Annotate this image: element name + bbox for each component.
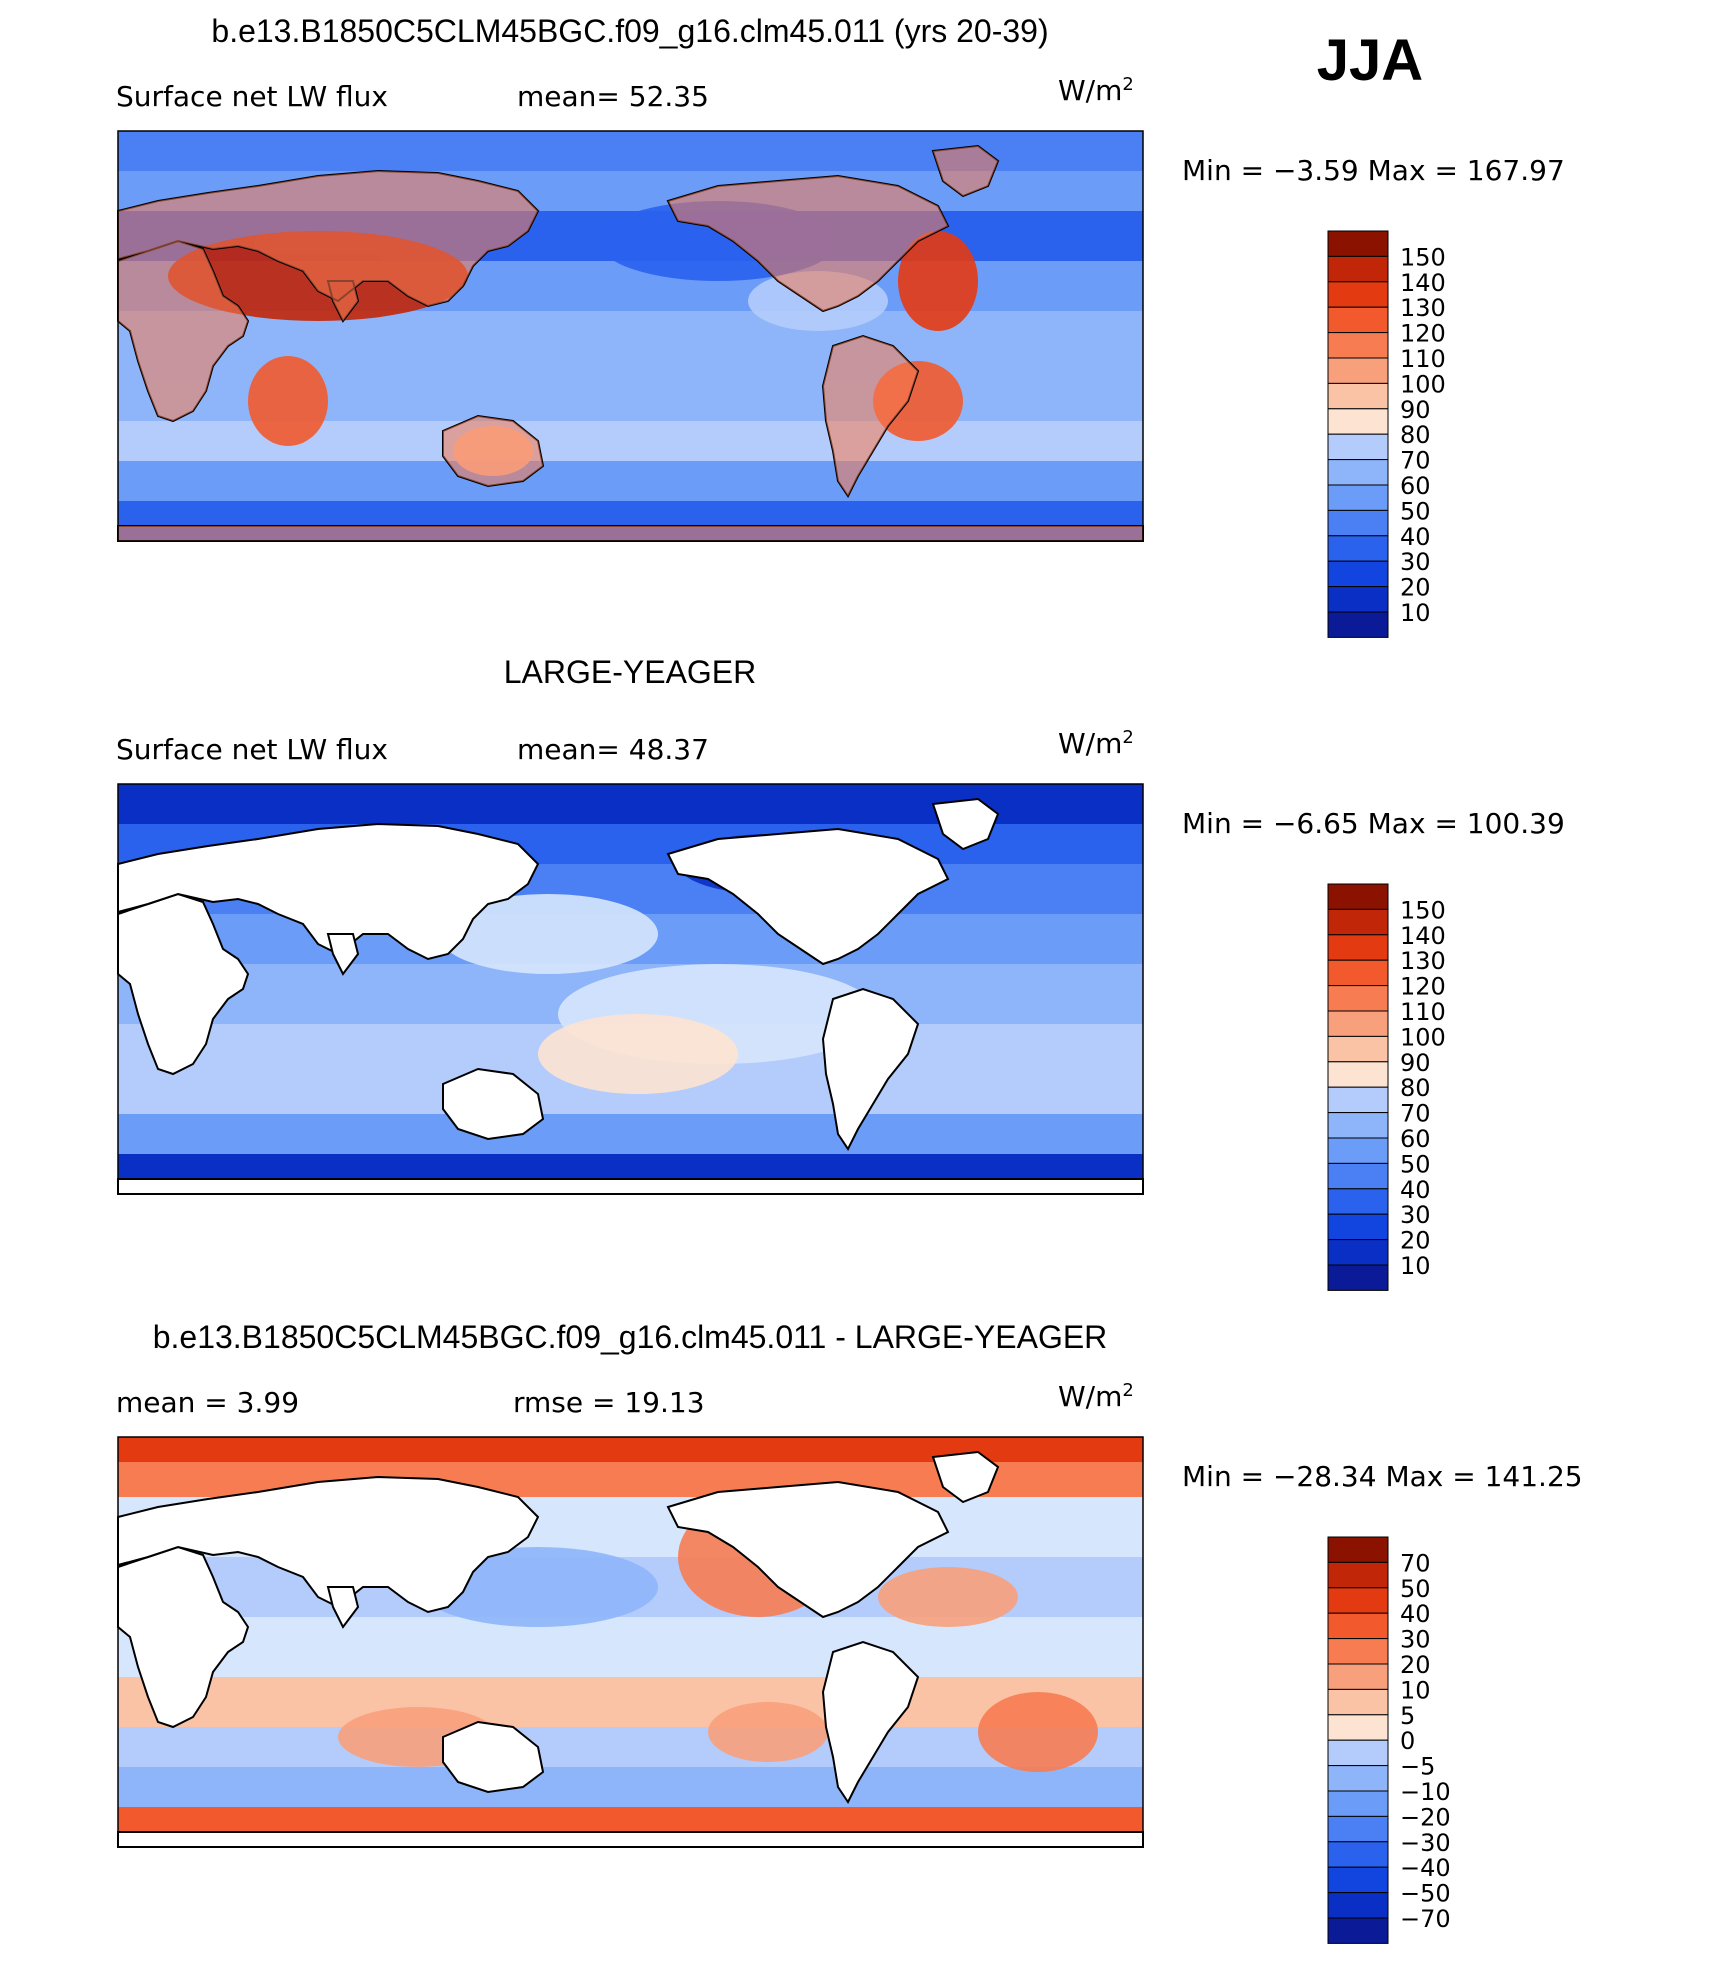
map-frame — [117, 130, 1144, 542]
min-max-label: Min = −6.65 Max = 100.39 — [1182, 807, 1565, 840]
colorbar-tick-label: 40 — [1400, 1600, 1431, 1628]
colorbar-tick-label: 20 — [1400, 1651, 1431, 1679]
colorbar-tick-label: 60 — [1400, 472, 1431, 500]
colorbar-tick-label: 90 — [1400, 396, 1431, 424]
map-frame — [117, 783, 1144, 1195]
world-map — [117, 783, 1144, 1195]
colorbar-tick-label: 30 — [1400, 1201, 1431, 1229]
colorbar-tick-label: 140 — [1400, 922, 1446, 950]
colorbar-tick-label: 40 — [1400, 1176, 1431, 1204]
colorbar-tick-label: −5 — [1400, 1753, 1435, 1781]
panel-mid-label: mean= 48.37 — [517, 733, 709, 766]
colorbar-tick-label: 120 — [1400, 973, 1446, 1001]
colorbar-tick-label: 130 — [1400, 294, 1446, 322]
colorbar-tick-label: 20 — [1400, 574, 1431, 602]
colorbar-tick-label: 40 — [1400, 523, 1431, 551]
colorbar-tick-label: 50 — [1400, 1575, 1431, 1603]
units-label: W/m2 — [1058, 74, 1134, 107]
colorbar-tick-label: 80 — [1400, 421, 1431, 449]
colorbar-tick-label: 140 — [1400, 269, 1446, 297]
colorbar-tick-label: 110 — [1400, 998, 1446, 1026]
colorbar-tick-label: −20 — [1400, 1803, 1451, 1831]
colorbar-tick-label: 10 — [1400, 599, 1431, 627]
panel-left-label: Surface net LW flux — [116, 733, 388, 766]
colorbar-tick-label: 70 — [1400, 447, 1431, 475]
season-label: JJA — [1317, 28, 1423, 93]
min-max-label: Min = −28.34 Max = 141.25 — [1182, 1460, 1583, 1493]
colorbar-tick-label: 100 — [1400, 370, 1446, 398]
colorbar-tick-label: −30 — [1400, 1829, 1451, 1857]
colorbar-tick-label: 30 — [1400, 548, 1431, 576]
panel-left-label: mean = 3.99 — [116, 1386, 299, 1419]
colorbar-tick-label: −40 — [1400, 1854, 1451, 1882]
colorbar-tick-label: 110 — [1400, 345, 1446, 373]
colorbar-tick-label: 150 — [1400, 243, 1446, 271]
colorbar-tick-label: 10 — [1400, 1252, 1431, 1280]
min-max-label: Min = −3.59 Max = 167.97 — [1182, 154, 1565, 187]
colorbar-tick-label: 100 — [1400, 1023, 1446, 1051]
colorbar-tick-label: 80 — [1400, 1074, 1431, 1102]
colorbar-tick-label: 70 — [1400, 1549, 1431, 1577]
colorbar-tick-label: 5 — [1400, 1702, 1415, 1730]
panel-title: b.e13.B1850C5CLM45BGC.f09_g16.clm45.011 … — [211, 13, 1048, 49]
colorbar-tick-label: 130 — [1400, 947, 1446, 975]
panel-mid-label: mean= 52.35 — [517, 80, 709, 113]
colorbar-tick-label: 30 — [1400, 1626, 1431, 1654]
colorbar-tick-label: 10 — [1400, 1676, 1431, 1704]
colorbar-tick-label: −70 — [1400, 1905, 1451, 1933]
colorbar-tick-label: −50 — [1400, 1880, 1451, 1908]
colorbar-tick-label: 90 — [1400, 1049, 1431, 1077]
panel-title: b.e13.B1850C5CLM45BGC.f09_g16.clm45.011 … — [153, 1319, 1108, 1355]
panel-left-label: Surface net LW flux — [116, 80, 388, 113]
panel-3: b.e13.B1850C5CLM45BGC.f09_g16.clm45.011 … — [116, 1319, 1583, 1944]
world-map — [117, 1436, 1144, 1848]
colorbar-tick-label: 120 — [1400, 320, 1446, 348]
panel-1: b.e13.B1850C5CLM45BGC.f09_g16.clm45.011 … — [116, 13, 1565, 638]
colorbar-tick-label: 60 — [1400, 1125, 1431, 1153]
colorbar-tick-label: 0 — [1400, 1727, 1415, 1755]
units-label: W/m2 — [1058, 727, 1134, 760]
colorbar-tick-label: −10 — [1400, 1778, 1451, 1806]
colorbar-tick-label: 70 — [1400, 1100, 1431, 1128]
colorbar-tick-label: 150 — [1400, 896, 1446, 924]
world-map — [117, 130, 1144, 542]
map-frame — [117, 1436, 1144, 1848]
colorbar-tick-label: 20 — [1400, 1227, 1431, 1255]
colorbar-tick-label: 50 — [1400, 1150, 1431, 1178]
panel-title: LARGE-YEAGER — [504, 654, 757, 690]
panel-mid-label: rmse = 19.13 — [513, 1386, 705, 1419]
panel-2: LARGE-YEAGER Surface net LW flux mean= 48.… — [116, 654, 1565, 1291]
units-label: W/m2 — [1058, 1380, 1134, 1413]
colorbar-tick-label: 50 — [1400, 497, 1431, 525]
